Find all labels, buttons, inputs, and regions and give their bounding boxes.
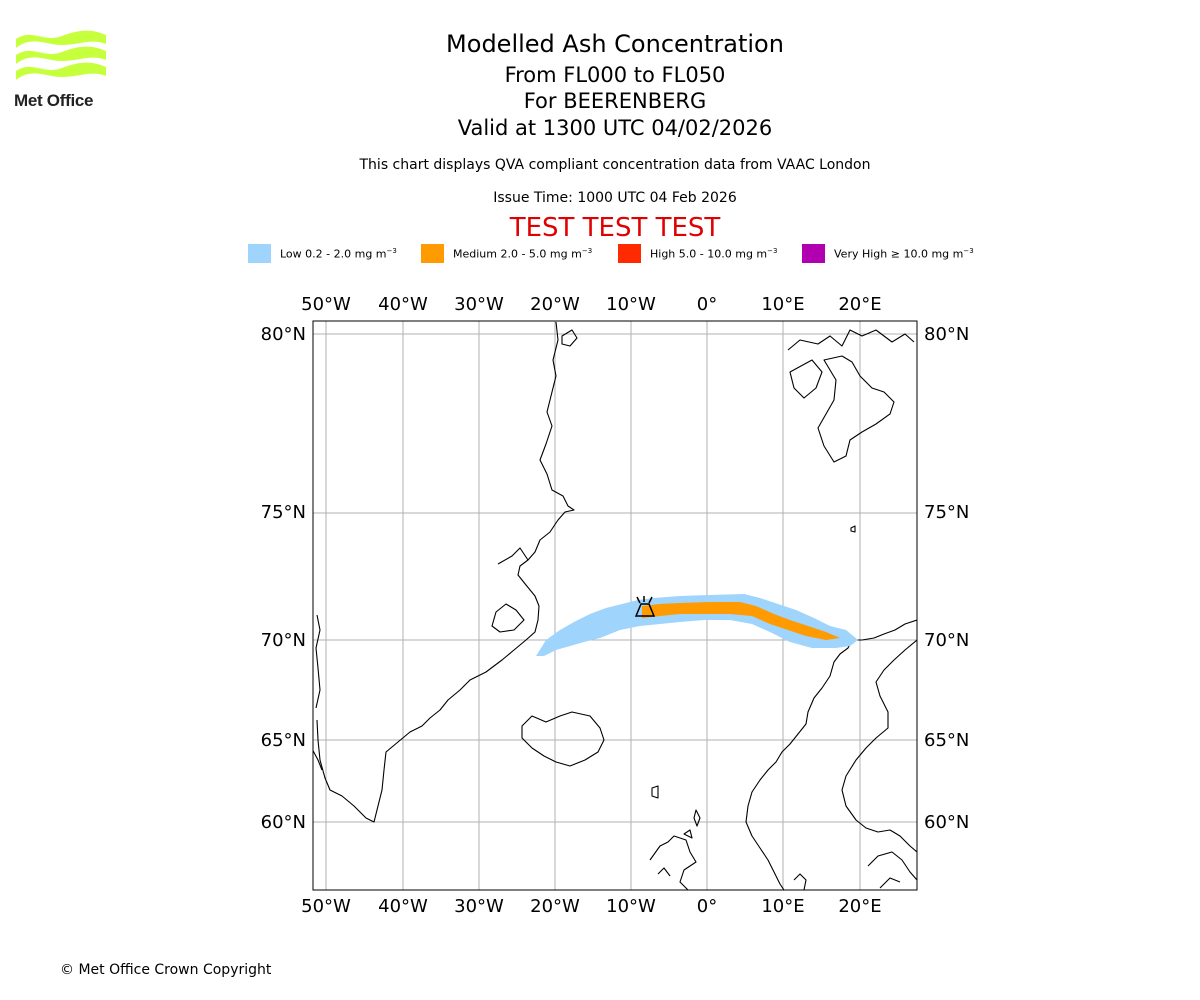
flight-level-range: From FL000 to FL050 [504, 63, 726, 87]
valid-time: Valid at 1300 UTC 04/02/2026 [457, 116, 773, 140]
issue-time: Issue Time: 1000 UTC 04 Feb 2026 [493, 190, 737, 206]
coast-faroe [651, 785, 659, 799]
lon-label-bottom: 50°W [301, 896, 351, 917]
lon-label-bottom: 30°W [454, 896, 504, 917]
lat-label-left: 70°N [261, 630, 306, 651]
lat-label-left: 80°N [261, 324, 306, 345]
plume-low [536, 594, 858, 656]
coastlines [313, 321, 917, 890]
lat-label-right: 75°N [924, 502, 969, 523]
map-background [313, 321, 917, 890]
lon-label-top: 50°W [301, 294, 351, 315]
map-frame [312, 320, 918, 891]
copyright-notice: © Met Office Crown Copyright [60, 962, 272, 978]
legend-swatch-low [248, 244, 271, 263]
lon-label-bottom: 20°W [530, 896, 580, 917]
coast-greenland-fjord-1 [497, 547, 529, 565]
logo-wordmark: Met Office [14, 91, 94, 110]
logo-wave-1 [16, 30, 106, 48]
coast-greenland-fjord-2 [491, 603, 525, 633]
lon-label-top: 0° [697, 294, 717, 315]
coast-baltic [867, 851, 917, 889]
coast-greenland-west [315, 614, 321, 709]
ash-plume [536, 594, 858, 656]
logo-wave-3 [16, 62, 106, 80]
lat-label-right: 60°N [924, 812, 969, 833]
volcano-name: For BEERENBERG [523, 89, 707, 113]
legend-swatch-medium [421, 244, 444, 263]
coast-sweden-finland [841, 639, 917, 853]
coast-greenland-east [316, 321, 575, 823]
lon-label-top: 20°E [838, 294, 881, 315]
coast-greenland-south [313, 749, 323, 771]
coast-scotland [649, 835, 697, 890]
volcano-icon [634, 596, 656, 617]
legend-label-very-high: Very High ≥ 10.0 mg m [834, 247, 964, 261]
qva-note: This chart displays QVA compliant concen… [359, 157, 871, 173]
lon-label-top: 10°W [606, 294, 656, 315]
lon-label-top: 10°E [761, 294, 804, 315]
lon-label-top: 40°W [378, 294, 428, 315]
coast-bear-island [850, 525, 856, 533]
lat-label-right: 65°N [924, 730, 969, 751]
legend-swatch-very-high [802, 244, 825, 263]
coast-iceland [521, 711, 605, 767]
lon-label-top: 20°W [530, 294, 580, 315]
coast-greenland-island [561, 329, 578, 347]
legend-label-high: High 5.0 - 10.0 mg m [650, 247, 768, 261]
lon-label-bottom: 0° [697, 896, 717, 917]
coast-norway [745, 619, 917, 890]
coast-denmark [793, 873, 807, 890]
lat-label-right: 80°N [924, 324, 969, 345]
plume-medium [642, 602, 840, 640]
lat-label-left: 60°N [261, 812, 306, 833]
lon-label-bottom: 40°W [378, 896, 428, 917]
lon-label-bottom: 10°E [761, 896, 804, 917]
legend-label-low: Low 0.2 - 2.0 mg m [280, 247, 387, 261]
lon-label-bottom: 10°W [606, 896, 656, 917]
chart-title: Modelled Ash Concentration [446, 30, 784, 58]
logo-wave-2 [16, 46, 106, 64]
legend-label-medium: Medium 2.0 - 5.0 mg m [453, 247, 582, 261]
legend-swatch-high [618, 244, 641, 263]
lat-label-left: 65°N [261, 730, 306, 751]
coast-shetland [693, 809, 701, 827]
coast-orkney [683, 829, 693, 839]
lon-label-top: 30°W [454, 294, 504, 315]
lon-label-bottom: 20°E [838, 896, 881, 917]
axis-labels: 50°W 40°W 30°W 20°W 10°W 0° 10°E 20°E 50… [261, 294, 970, 917]
lat-label-right: 70°N [924, 630, 969, 651]
test-banner: TEST TEST TEST [509, 213, 721, 243]
lat-label-left: 75°N [261, 502, 306, 523]
coast-svalbard [787, 329, 915, 463]
met-office-logo [16, 30, 106, 80]
